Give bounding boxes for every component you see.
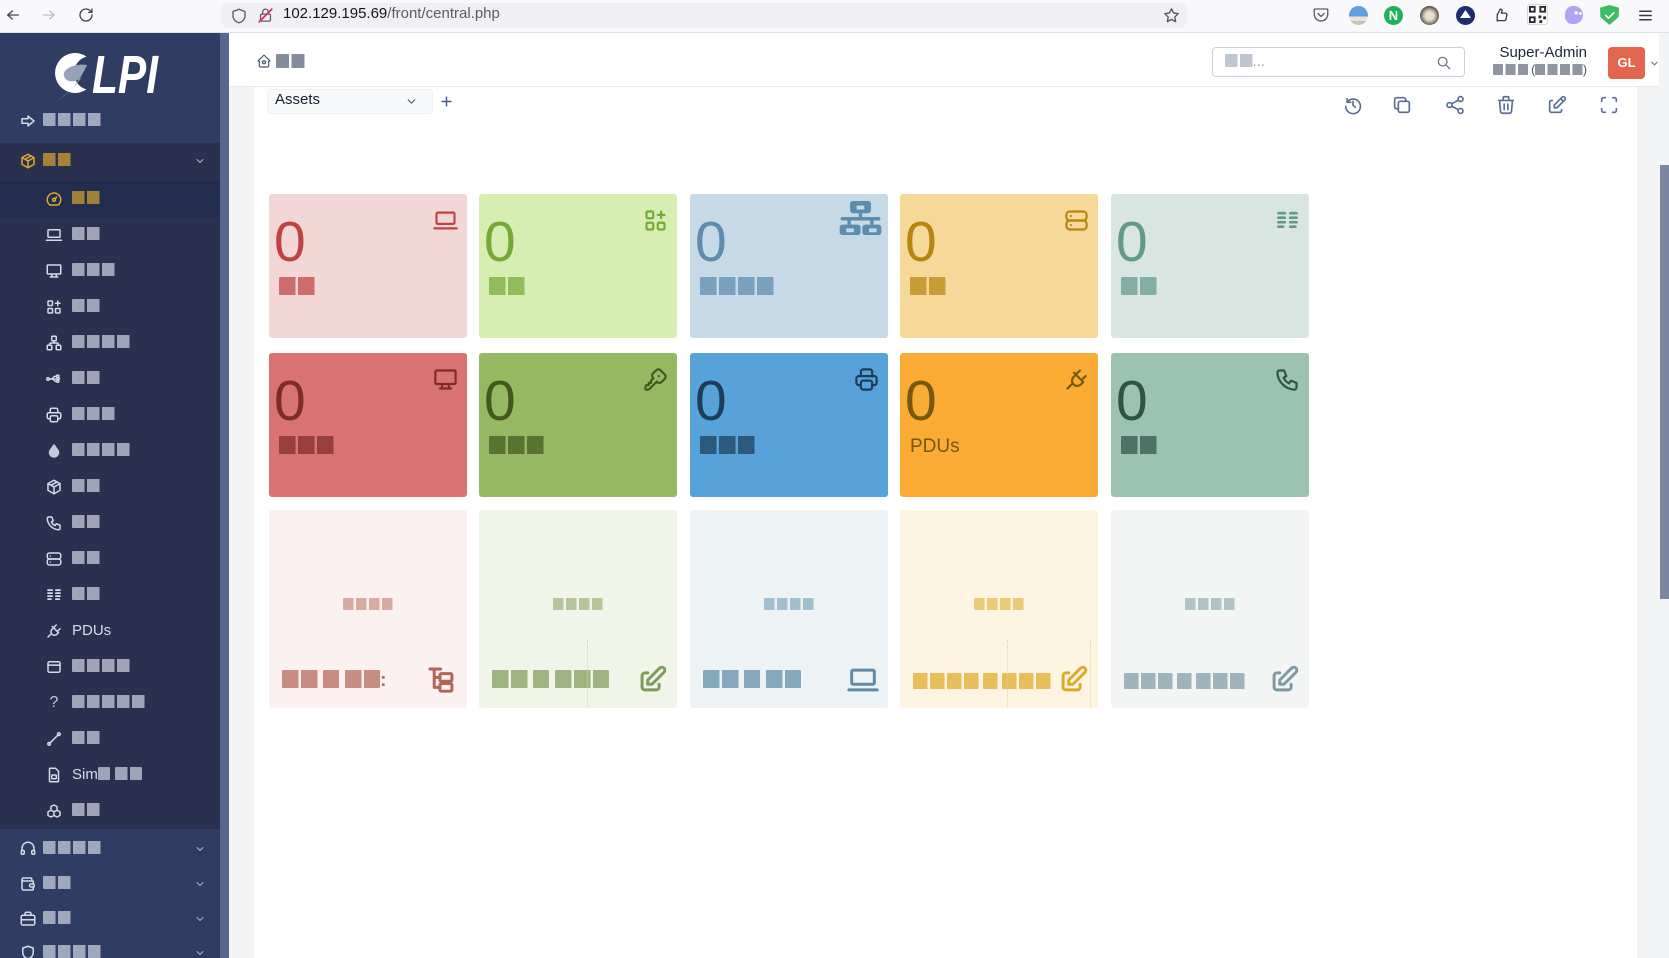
svg-text:LPI: LPI: [92, 50, 159, 102]
